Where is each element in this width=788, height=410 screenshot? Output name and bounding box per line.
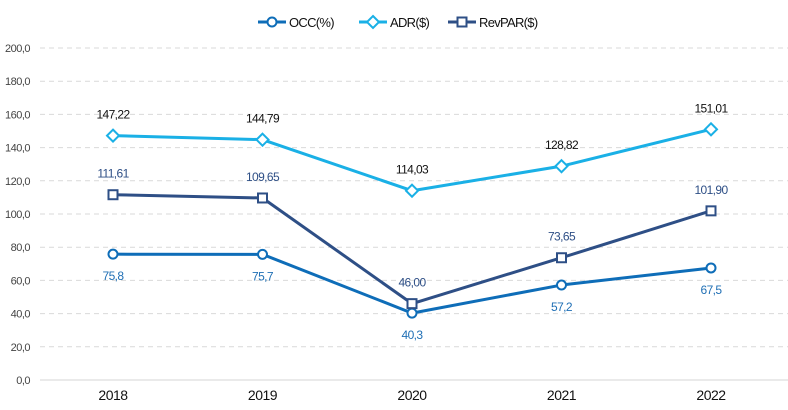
data-label-revpar: 109,65 xyxy=(246,170,280,184)
y-tick-label: 80,0 xyxy=(11,242,31,254)
data-label-adr: 144,79 xyxy=(246,112,280,126)
legend-label-occ: OCC(%) xyxy=(289,15,334,30)
x-tick-label: 2019 xyxy=(248,387,278,403)
x-tick-label: 2020 xyxy=(397,387,427,403)
data-label-occ: 75,8 xyxy=(103,269,125,283)
y-tick-label: 60,0 xyxy=(11,275,31,287)
series-group xyxy=(105,121,719,319)
x-tick-label: 2022 xyxy=(696,387,726,403)
data-point-adr xyxy=(105,128,121,144)
legend-label-revpar: RevPAR($) xyxy=(479,15,538,30)
series-line-adr xyxy=(112,127,712,193)
y-tick-label: 160,0 xyxy=(5,109,30,121)
data-label-adr: 151,01 xyxy=(694,101,728,115)
grid-lines xyxy=(40,47,788,381)
data-label-adr: 114,03 xyxy=(396,163,429,177)
data-label-occ: 57,2 xyxy=(551,300,573,314)
x-axis: 2018 2019 2020 2021 2022 xyxy=(98,387,726,403)
data-label-occ: 75,7 xyxy=(252,269,274,283)
y-axis: 0,0 20,0 40,0 60,0 80,0 100,0 120,0 140,0 160,0 1… xyxy=(5,43,31,387)
y-tick-label: 40,0 xyxy=(11,309,31,321)
data-label-adr: 147,22 xyxy=(96,108,130,122)
data-point-adr xyxy=(703,121,719,137)
data-label-revpar: 111,61 xyxy=(97,167,129,181)
data-point-occ xyxy=(257,248,268,260)
data-point-revpar xyxy=(107,189,119,201)
y-tick-label: 120,0 xyxy=(5,176,30,188)
data-point-revpar xyxy=(556,252,567,264)
data-point-adr xyxy=(404,183,420,199)
data-point-occ xyxy=(556,279,567,291)
legend: OCC(%) ADR($) RevPAR($) xyxy=(258,14,539,30)
data-label-revpar: 46,00 xyxy=(398,276,426,290)
x-tick-label: 2021 xyxy=(547,387,577,403)
data-point-adr xyxy=(554,158,569,174)
y-tick-label: 180,0 xyxy=(5,76,30,88)
data-point-revpar xyxy=(705,205,717,217)
data-point-occ xyxy=(406,307,418,319)
legend-marker-occ xyxy=(266,16,278,28)
data-point-revpar xyxy=(406,298,418,310)
data-label-revpar: 101,90 xyxy=(694,183,728,197)
data-point-occ xyxy=(107,248,119,260)
data-label-adr: 128,82 xyxy=(545,138,579,152)
y-tick-label: 200,0 xyxy=(5,43,30,55)
data-label-revpar: 73,65 xyxy=(548,230,576,244)
legend-label-adr: ADR($) xyxy=(390,15,430,30)
data-point-revpar xyxy=(257,192,268,204)
data-label-occ: 40,3 xyxy=(402,328,424,342)
legend-marker-adr xyxy=(365,14,381,30)
y-tick-label: 20,0 xyxy=(11,342,31,354)
y-tick-label: 100,0 xyxy=(5,209,30,221)
y-tick-label: 140,0 xyxy=(5,143,30,155)
legend-marker-revpar xyxy=(456,16,468,28)
data-label-occ: 67,5 xyxy=(701,283,723,297)
data-labels: 75,8 75,7 40,3 57,2 67,5 147,22 144,79 114,03 12… xyxy=(96,101,729,342)
x-tick-label: 2018 xyxy=(98,387,128,403)
y-tick-label: 0,0 xyxy=(16,375,30,387)
data-point-adr xyxy=(255,132,270,148)
data-point-occ xyxy=(705,262,717,274)
